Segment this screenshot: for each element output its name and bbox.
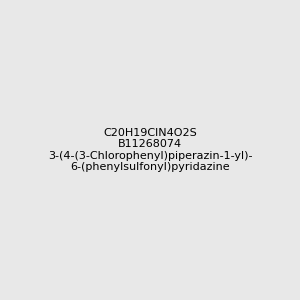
Text: C20H19ClN4O2S
B11268074
3-(4-(3-Chlorophenyl)piperazin-1-yl)-
6-(phenylsulfonyl): C20H19ClN4O2S B11268074 3-(4-(3-Chloroph… (48, 128, 252, 172)
